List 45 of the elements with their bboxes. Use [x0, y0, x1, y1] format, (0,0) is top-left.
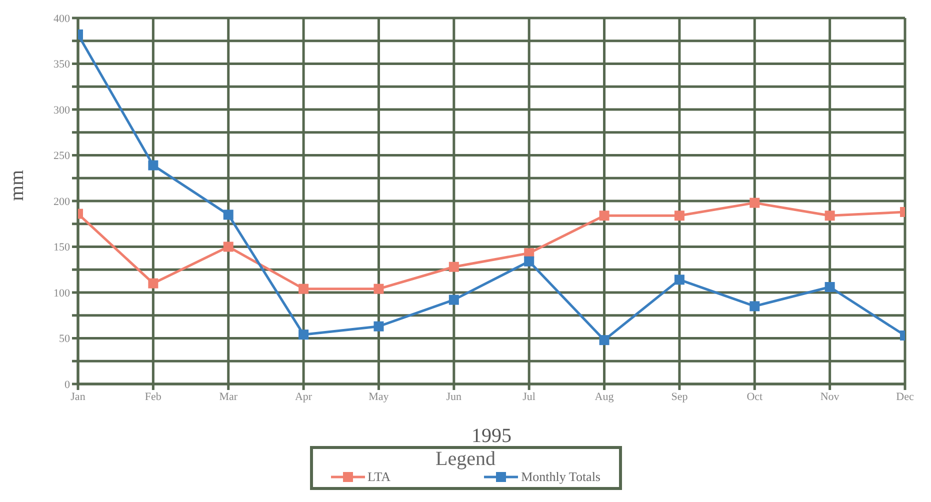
y-tick-label: 50 — [59, 333, 70, 346]
x-tick-label: Jun — [446, 390, 462, 403]
point — [374, 321, 384, 332]
x-tick-label: May — [368, 390, 390, 403]
point — [374, 284, 384, 294]
point — [750, 301, 760, 312]
x-tick-label: Apr — [294, 390, 312, 403]
point — [599, 335, 610, 346]
y-tick-label: 100 — [54, 287, 70, 300]
point — [824, 282, 835, 292]
x-tick-label: Mar — [219, 390, 238, 403]
x-tick-label: Dec — [896, 390, 914, 403]
point — [223, 242, 234, 252]
x-tick-label: Oct — [746, 390, 763, 403]
point — [298, 330, 309, 340]
point — [524, 256, 534, 266]
y-tick-label: 250 — [54, 150, 70, 162]
x-axis-title: 1995 — [472, 425, 512, 447]
y-axis-title: mm — [6, 169, 28, 201]
x-tick-label: Nov — [820, 390, 840, 403]
point — [298, 284, 309, 294]
y-tick-label: 150 — [54, 242, 70, 254]
point — [148, 278, 158, 288]
x-tick-label: Jul — [522, 390, 536, 403]
y-tick-label: 350 — [54, 58, 70, 71]
point — [448, 294, 459, 305]
x-tick-label: Sep — [671, 390, 688, 403]
x-tick-label: Jan — [70, 390, 86, 403]
x-tick-label: Feb — [144, 390, 162, 403]
point — [750, 198, 760, 208]
legend-label: LTA — [366, 469, 391, 485]
legend-label: Monthly Totals — [520, 469, 600, 485]
x-tick-label: Aug — [594, 390, 614, 403]
y-tick-label: 0 — [64, 378, 70, 391]
point — [148, 160, 158, 170]
legend-title: Legend — [434, 448, 496, 470]
point — [674, 274, 684, 285]
y-tick-label: 300 — [54, 104, 70, 116]
y-tick-label: 400 — [54, 12, 70, 25]
point — [223, 210, 234, 220]
point — [448, 262, 459, 272]
point — [599, 210, 610, 221]
y-tick-label: 200 — [54, 196, 70, 208]
point — [674, 210, 684, 221]
point — [824, 210, 835, 221]
